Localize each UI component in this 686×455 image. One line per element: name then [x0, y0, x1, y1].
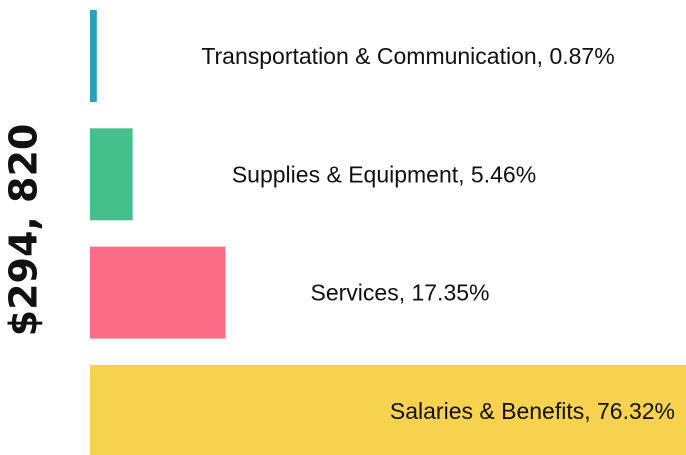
- bar: [90, 364, 686, 455]
- data-label: Salaries & Benefits, 76.32%: [390, 398, 675, 424]
- chart-title: $294, 820: [2, 124, 46, 337]
- data-label: Transportation & Communication, 0.87%: [201, 43, 614, 69]
- bar: [90, 10, 97, 102]
- bar: [90, 246, 226, 339]
- data-label: Services, 17.35%: [311, 280, 490, 306]
- data-label: Supplies & Equipment, 5.46%: [232, 161, 536, 187]
- bar: [90, 128, 133, 221]
